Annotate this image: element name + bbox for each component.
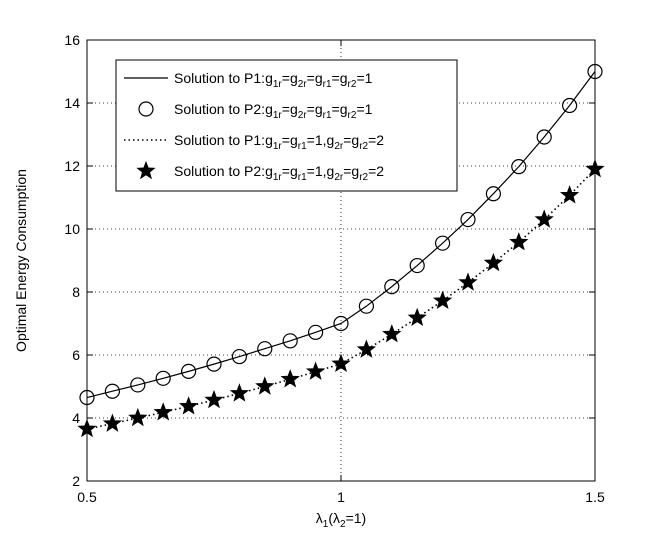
series-4-point — [153, 402, 173, 421]
y-tick-label: 16 — [64, 32, 80, 48]
series-2 — [79, 63, 603, 406]
series-2-point — [460, 211, 476, 228]
x-tick-label: 1.5 — [585, 489, 605, 505]
series-4-point — [483, 252, 504, 272]
series-4-point — [305, 361, 326, 380]
series-4-point — [458, 272, 478, 291]
series-4-point — [432, 290, 453, 310]
legend: Solution to P1:g1r=g2r=gr1=gr2=1 Solution… — [115, 59, 458, 192]
x-axis-label: λ1(λ2=1) — [316, 510, 366, 530]
series-2-point — [181, 363, 197, 379]
x-axis-label-open: (λ — [328, 510, 340, 526]
y-tick-label: 4 — [72, 410, 80, 426]
series-4-point — [255, 376, 275, 395]
series-2-point — [130, 377, 146, 393]
series-4-point — [331, 353, 351, 373]
series-1 — [86, 71, 596, 399]
legend-marker-2 — [138, 101, 154, 117]
series-2-point — [384, 279, 400, 295]
x-axis-label-sub2: 2 — [340, 519, 346, 530]
series-4-point — [382, 324, 402, 343]
legend-label-1: Solution to P1:g1r=g2r=gr1=gr2=1 — [174, 70, 373, 90]
y-tick-label: 12 — [64, 158, 80, 174]
series-2-point — [409, 257, 425, 274]
legend-box — [115, 59, 458, 192]
series-2-point — [308, 324, 324, 340]
series-4-point — [229, 383, 250, 402]
legend-label-2: Solution to P2:g1r=g2r=gr1=gr2=1 — [174, 101, 373, 121]
series-4-point — [407, 307, 427, 327]
y-tick-label: 10 — [64, 221, 80, 237]
ticks — [86, 39, 596, 482]
series-2-point — [155, 370, 171, 386]
tick-labels: 0.5 1 1.5 2 4 6 8 10 12 14 16 — [64, 32, 605, 505]
series-4-point — [102, 413, 123, 432]
y-axis-label: Optimal Energy Consumption — [13, 169, 29, 352]
series-4-point — [534, 209, 554, 228]
x-axis-label-sub1: 1 — [323, 519, 329, 530]
series-2-point — [104, 383, 121, 399]
series-4-point — [280, 369, 300, 388]
series-2-point — [485, 186, 501, 202]
series-4-point — [128, 407, 148, 427]
series-2-point — [435, 235, 451, 251]
x-axis-label-main: λ — [316, 510, 323, 526]
x-tick-label: 1 — [337, 489, 345, 505]
series-2-point — [358, 298, 374, 314]
series-2-point — [511, 159, 527, 175]
series-4 — [77, 159, 605, 438]
y-tick-label: 6 — [72, 347, 80, 363]
series-4-point — [509, 232, 529, 251]
series-2-point — [282, 333, 298, 349]
series-2-point — [536, 129, 552, 145]
x-axis-label-close: =1) — [346, 510, 367, 526]
series-4-point — [204, 389, 224, 409]
series-layer — [77, 63, 605, 438]
series-2-point — [206, 356, 222, 372]
series-2-point — [231, 348, 247, 365]
series-2-point — [257, 341, 273, 357]
x-tick-label: 0.5 — [77, 489, 97, 505]
y-tick-label: 2 — [72, 473, 80, 489]
series-2-point — [333, 315, 349, 332]
series-1-line — [86, 71, 596, 399]
legend-label-4: Solution to P2:g1r=gr1=1,g2r=gr2=2 — [174, 163, 384, 183]
y-tick-label: 8 — [72, 284, 80, 300]
series-4-point — [178, 396, 199, 415]
series-2-point — [561, 97, 578, 114]
legend-label-3: Solution to P1:g1r=gr1=1,g2r=gr2=2 — [174, 132, 384, 152]
legend-marker-4 — [136, 160, 156, 180]
y-tick-label: 14 — [64, 95, 80, 111]
series-4-point — [356, 339, 377, 358]
series-4-point — [559, 185, 580, 204]
